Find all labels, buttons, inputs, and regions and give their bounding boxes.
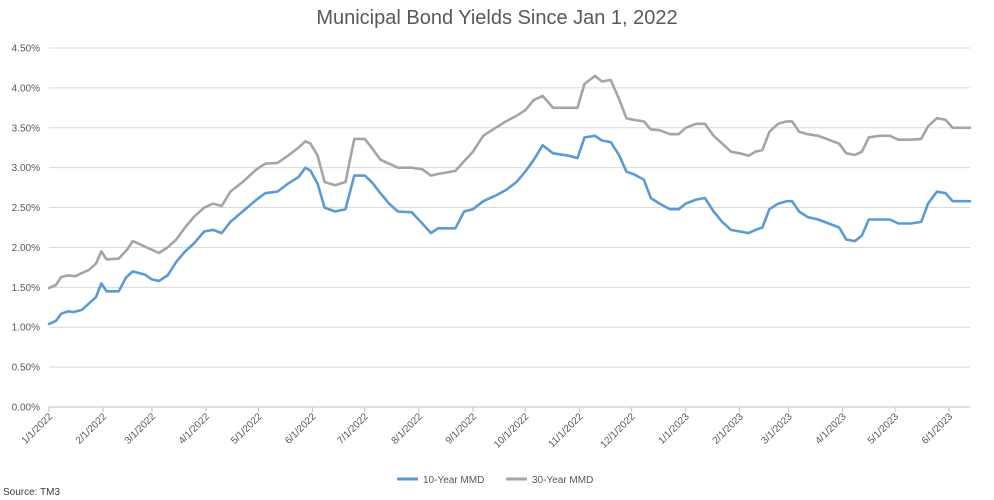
gridlines xyxy=(49,47,970,408)
x-tick-label: 9/1/2022 xyxy=(444,411,480,447)
x-tick-label: 5/1/2023 xyxy=(866,411,902,447)
x-tick-label: 2/1/2023 xyxy=(711,411,747,447)
y-tick-label: 1.50% xyxy=(12,283,40,294)
y-axis-ticks: 0.00% 0.50% 1.00% 1.50% 2.00% 2.50% 3.00% 3.50%… xyxy=(12,44,40,414)
x-tick-label: 8/1/2022 xyxy=(390,411,426,447)
x-tick-label: 12/1/2022 xyxy=(598,411,638,451)
chart-title: Municipal Bond Yields Since Jan 1, 2022 xyxy=(316,7,677,29)
x-tick-label: 6/1/2023 xyxy=(920,411,956,447)
x-tick-label: 10/1/2022 xyxy=(492,411,532,451)
x-axis-ticks: 1/1/2022 2/1/2022 3/1/2022 4/1/2022 5/1/2022… xyxy=(20,407,956,451)
y-tick-label: 4.50% xyxy=(12,44,40,55)
y-tick-label: 1.00% xyxy=(12,323,40,334)
x-tick-label: 3/1/2023 xyxy=(759,411,795,447)
x-tick-label: 6/1/2022 xyxy=(283,411,319,447)
x-tick-label: 1/1/2022 xyxy=(20,411,56,447)
y-tick-label: 2.00% xyxy=(12,243,40,254)
x-tick-label: 2/1/2022 xyxy=(74,411,110,447)
series-lines xyxy=(47,74,972,326)
y-tick-label: 3.50% xyxy=(12,123,40,134)
legend-label-30-year: 30-Year MMD xyxy=(532,475,593,486)
legend: 10-Year MMD 30-Year MMD xyxy=(397,475,593,486)
x-tick-label: 3/1/2022 xyxy=(123,411,159,447)
y-tick-label: 3.00% xyxy=(12,163,40,174)
x-tick-label: 4/1/2022 xyxy=(177,411,213,447)
x-tick-label: 4/1/2023 xyxy=(813,411,849,447)
series-line-30-year-mmd xyxy=(47,74,972,290)
source-note: Source: TM3 xyxy=(3,487,60,498)
y-tick-label: 0.00% xyxy=(12,403,40,414)
legend-label-10-year: 10-Year MMD xyxy=(423,475,484,486)
x-tick-label: 7/1/2022 xyxy=(336,411,372,447)
y-tick-label: 4.00% xyxy=(12,83,40,94)
x-tick-label: 11/1/2022 xyxy=(547,411,586,450)
series-line-10-year-mmd xyxy=(47,134,972,326)
x-tick-label: 5/1/2022 xyxy=(229,411,265,447)
x-tick-label: 1/1/2023 xyxy=(656,411,692,447)
y-tick-label: 0.50% xyxy=(12,363,40,374)
y-tick-label: 2.50% xyxy=(12,203,40,214)
